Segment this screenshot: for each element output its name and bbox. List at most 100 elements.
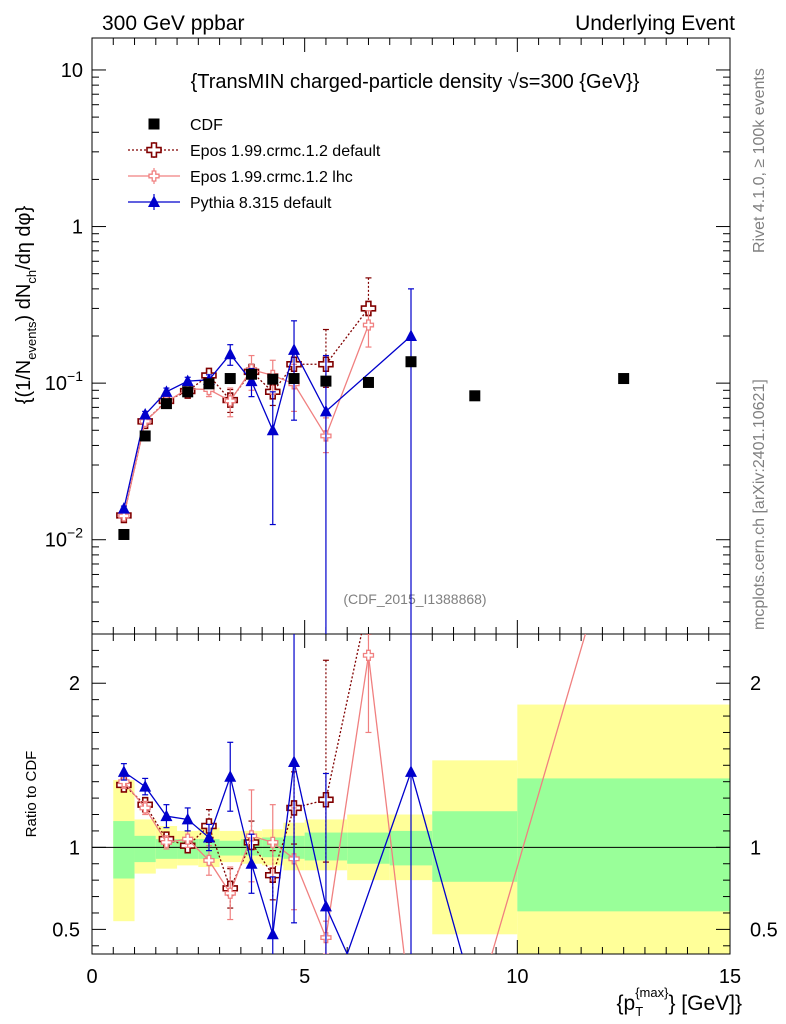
legend-item-epos-1-99-crmc-1-2-lhc: Epos 1.99.crmc.1.2 lhc: [128, 168, 353, 186]
epos-1-99-crmc-1-2-lhc-point: [139, 802, 151, 814]
ratio-y-tick-label: 1: [69, 837, 80, 859]
pythia-8-315-default-point: [288, 755, 301, 767]
pythia-8-315-default-point: [224, 770, 237, 782]
cdf-point: [618, 373, 630, 385]
legend-marker: [148, 195, 160, 207]
ratio-y-axis-label: Ratio to CDF: [23, 751, 40, 838]
cdf-point: [246, 368, 257, 380]
pythia-8-315-default-point: [160, 385, 173, 397]
ratio-band-inner: [347, 832, 390, 864]
pythia-8-315-default-point: [181, 812, 194, 825]
header-right: Underlying Event: [575, 12, 735, 35]
pythia-8-315-default-point: [117, 502, 130, 514]
cdf-point: [469, 390, 481, 402]
ratio-band-inner: [134, 835, 156, 863]
legend-marker: [146, 142, 162, 158]
cdf-point: [118, 528, 130, 540]
epos-1-99-crmc-1-2-lhc-point: [182, 833, 194, 845]
epos-1-99-crmc-1-2-lhc-point: [160, 836, 173, 849]
ratio-band-inner: [219, 840, 241, 856]
series-epos-1-99-crmc-1-2-lhc: [118, 310, 375, 522]
pythia-8-315-default-point: [139, 780, 152, 792]
series-pythia-8-315-default: [117, 288, 417, 634]
ratio-y-tick-label-right: 0.5: [750, 919, 778, 941]
y-tick-label: 1: [72, 217, 83, 239]
axis-ticks: [91, 38, 731, 954]
legend-label: Epos 1.99.crmc.1.2 lhc: [190, 169, 353, 186]
pythia-8-315-default-point: [181, 374, 194, 387]
epos-1-99-crmc-1-2-default-point: [360, 300, 377, 317]
y-tick-label: 10: [61, 60, 83, 82]
y-tick-label: 10−1: [45, 368, 83, 395]
pythia-8-315-default-point: [266, 927, 279, 940]
epos-1-99-crmc-1-2-lhc-point: [267, 836, 279, 849]
cdf-point: [224, 373, 236, 385]
epos-1-99-crmc-1-2-lhc-point: [362, 319, 375, 331]
x-axis-label: {pT{max}} [GeV]}: [617, 985, 742, 1019]
header-left: 300 GeV ppbar: [102, 12, 244, 35]
legend-label: Epos 1.99.crmc.1.2 default: [190, 143, 381, 160]
epos-1-99-crmc-1-2-lhc-line: [123, 324, 370, 517]
epos-1-99-crmc-1-2-default-line: [123, 634, 363, 891]
pythia-8-315-default-point: [288, 343, 301, 355]
x-tick-label: 10: [506, 966, 528, 988]
cdf-point: [160, 398, 172, 410]
pythia-8-315-default-point: [405, 765, 417, 777]
legend-item-cdf: CDF: [148, 117, 223, 134]
epos-1-99-crmc-1-2-lhc-point: [362, 649, 375, 661]
pythia-8-315-default-point: [245, 374, 258, 387]
epos-1-99-crmc-1-2-lhc-point: [139, 415, 151, 428]
legend-marker: [148, 170, 160, 182]
epos-1-99-crmc-1-2-default-line: [123, 308, 369, 516]
legend-marker: [148, 118, 160, 130]
pythia-8-315-default-point: [139, 408, 152, 420]
epos-1-99-crmc-1-2-lhc-point: [224, 887, 236, 899]
cdf-point: [320, 375, 332, 387]
ratio-y-tick-label: 0.5: [52, 919, 80, 941]
pythia-8-315-default-point: [319, 404, 332, 417]
legend: CDF Epos 1.99.crmc.1.2 default Epos 1.99.c…: [128, 117, 381, 212]
ratio-band-inner: [517, 778, 730, 912]
pythia-8-315-default-point: [202, 830, 215, 843]
epos-1-99-crmc-1-2-lhc-point: [224, 395, 236, 407]
series-cdf: [118, 356, 630, 540]
epos-1-99-crmc-1-2-lhc-point: [118, 510, 130, 522]
ratio-y-tick-label: 2: [69, 673, 80, 695]
x-tick-label: 0: [86, 966, 97, 988]
y-tick-label: 10−2: [45, 525, 83, 552]
tick-labels: 0 5 10 15 10−2 10−1 1 10 0.5 0.5 1 1 2 2: [45, 60, 778, 988]
ratio-y-tick-label-right: 2: [750, 673, 761, 695]
cdf-point: [405, 356, 417, 368]
main-plot-data: [116, 277, 630, 634]
mcplots-label: mcplots.cern.ch [arXiv:2401.10621]: [751, 379, 768, 630]
x-tick-label: 15: [719, 966, 741, 988]
cdf-point: [362, 376, 374, 388]
ratio-band-inner: [432, 811, 518, 882]
cdf-point: [139, 430, 151, 442]
pythia-8-315-default-line: [123, 335, 412, 509]
pythia-8-315-default-point: [245, 857, 258, 869]
main-y-axis-label: {(1/Nevents) dNch/dη dφ}: [13, 205, 39, 404]
cdf-point: [288, 373, 300, 385]
pythia-8-315-default-point: [319, 899, 332, 912]
epos-1-99-crmc-1-2-lhc-point: [203, 854, 215, 867]
pythia-8-315-default-point: [266, 423, 279, 436]
pythia-8-315-default-point: [160, 809, 173, 822]
legend-item-epos-1-99-crmc-1-2-default: Epos 1.99.crmc.1.2 default: [128, 142, 381, 160]
pythia-8-315-default-point: [117, 765, 130, 777]
pythia-8-315-default-point: [405, 329, 417, 341]
x-tick-label: 5: [299, 966, 310, 988]
analysis-watermark: (CDF_2015_I1388868): [343, 591, 486, 607]
pythia-8-315-default-point: [224, 347, 237, 360]
series-pythia-8-315-default: [117, 634, 463, 954]
series-epos-1-99-crmc-1-2-default: [116, 277, 377, 524]
legend-item-pythia-8-315-default: Pythia 8.315 default: [128, 194, 332, 212]
legend-label: Pythia 8.315 default: [190, 195, 332, 212]
plot-title: {TransMIN charged-particle density √s=30…: [191, 71, 640, 93]
ratio-band-inner: [113, 821, 135, 879]
cdf-point: [203, 378, 215, 390]
cdf-point: [182, 386, 194, 398]
legend-label: CDF: [190, 117, 223, 134]
cdf-point: [267, 373, 279, 385]
